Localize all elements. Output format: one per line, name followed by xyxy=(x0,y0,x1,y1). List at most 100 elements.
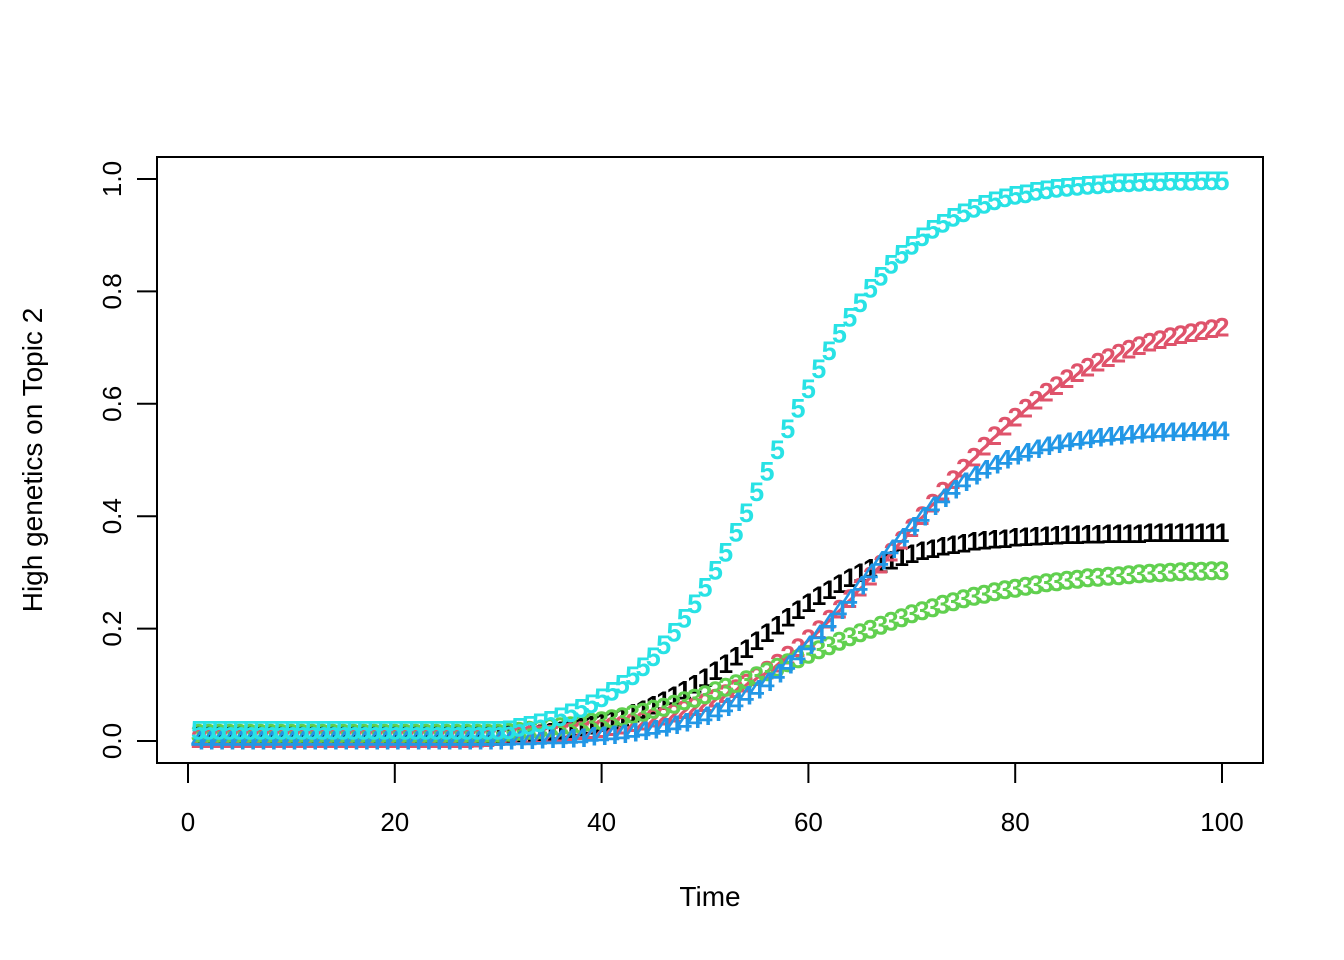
marker-group-3: 3 xyxy=(532,715,547,745)
marker-group-2: 2 xyxy=(594,714,609,744)
marker-group-2: 2 xyxy=(770,649,785,679)
marker-group-4: 4 xyxy=(925,491,940,521)
marker-group-1: 1 xyxy=(263,720,278,750)
marker-group-3: 3 xyxy=(377,718,392,748)
marker-group-2: 2 xyxy=(708,683,723,713)
marker-group-2: 2 xyxy=(553,718,568,748)
marker-group-4: 4 xyxy=(1070,425,1085,455)
marker-group-2: 2 xyxy=(480,723,495,753)
marker-group-5: 5 xyxy=(956,198,971,228)
marker-group-4: 4 xyxy=(573,723,588,753)
marker-group-2: 2 xyxy=(346,724,361,754)
marker-group-1: 1 xyxy=(294,720,309,750)
marker-group-2: 2 xyxy=(853,573,868,603)
marker-group-5: 5 xyxy=(977,189,992,219)
marker-group-1: 1 xyxy=(584,710,599,740)
marker-group-5: 5 xyxy=(408,715,423,745)
marker-group-3: 3 xyxy=(760,657,775,687)
marker-group-2: 2 xyxy=(1121,334,1136,364)
marker-group-4: 4 xyxy=(367,726,382,756)
marker-group-5: 5 xyxy=(1132,168,1147,198)
marker-group-4: 4 xyxy=(1194,416,1209,446)
marker-group-5: 5 xyxy=(470,715,485,745)
marker-group-3: 3 xyxy=(1214,556,1229,586)
marker-group-3: 3 xyxy=(315,718,330,748)
marker-group-2: 2 xyxy=(1049,371,1064,401)
marker-group-3: 3 xyxy=(915,596,930,626)
marker-group-2: 2 xyxy=(956,454,971,484)
marker-group-5: 5 xyxy=(263,715,278,745)
marker-group-4: 4 xyxy=(832,595,847,625)
marker-group-5: 5 xyxy=(760,456,775,486)
marker-group-5: 5 xyxy=(460,715,475,745)
marker-group-2: 2 xyxy=(315,724,330,754)
marker-group-5: 5 xyxy=(1018,179,1033,209)
marker-group-3: 3 xyxy=(418,718,433,748)
marker-group-4: 4 xyxy=(294,726,309,756)
marker-group-5: 5 xyxy=(780,414,795,444)
marker-group-2: 2 xyxy=(811,615,826,645)
marker-group-5: 5 xyxy=(811,354,826,384)
marker-group-4: 4 xyxy=(635,716,650,746)
marker-group-3: 3 xyxy=(842,622,857,652)
marker-group-3: 3 xyxy=(791,644,806,674)
marker-group-4: 4 xyxy=(470,726,485,756)
marker-group-5: 5 xyxy=(718,537,733,567)
marker-group-2: 2 xyxy=(615,710,630,740)
marker-group-1: 1 xyxy=(760,618,775,648)
marker-group-3: 3 xyxy=(904,599,919,629)
marker-group-3: 3 xyxy=(666,690,681,720)
marker-group-3: 3 xyxy=(522,715,537,745)
marker-group-1: 1 xyxy=(532,719,547,749)
marker-group-1: 1 xyxy=(1039,521,1054,551)
marker-group-4: 4 xyxy=(284,726,299,756)
marker-group-4: 4 xyxy=(697,701,712,731)
marker-group-3: 3 xyxy=(966,582,981,612)
marker-group-1: 1 xyxy=(646,691,661,721)
marker-group-5: 5 xyxy=(1059,173,1074,203)
y-axis-title: High genetics on Topic 2 xyxy=(17,308,48,613)
marker-group-2: 2 xyxy=(718,679,733,709)
marker-group-2: 2 xyxy=(1163,322,1178,352)
marker-group-3: 3 xyxy=(305,718,320,748)
marker-group-3: 3 xyxy=(563,711,578,741)
marker-group-2: 2 xyxy=(377,724,392,754)
marker-group-2: 2 xyxy=(894,526,909,556)
marker-group-4: 4 xyxy=(718,692,733,722)
marker-group-1: 1 xyxy=(553,716,568,746)
marker-group-5: 5 xyxy=(925,215,940,245)
marker-group-5: 5 xyxy=(1163,166,1178,196)
marker-group-4: 4 xyxy=(791,640,806,670)
marker-group-4: 4 xyxy=(1008,441,1023,471)
marker-group-1: 1 xyxy=(356,720,371,750)
marker-group-2: 2 xyxy=(729,674,744,704)
marker-group-1: 1 xyxy=(387,720,402,750)
marker-group-1: 1 xyxy=(1173,518,1188,548)
marker-group-3: 3 xyxy=(191,718,206,748)
marker-group-2: 2 xyxy=(1018,393,1033,423)
marker-group-5: 5 xyxy=(604,677,619,707)
marker-group-1: 1 xyxy=(615,703,630,733)
marker-group-5: 5 xyxy=(1142,167,1157,197)
marker-group-3: 3 xyxy=(336,718,351,748)
marker-group-2: 2 xyxy=(573,716,588,746)
marker-group-1: 1 xyxy=(201,720,216,750)
y-tick-label: 1.0 xyxy=(97,161,127,197)
marker-group-4: 4 xyxy=(398,726,413,756)
marker-group-1: 1 xyxy=(491,720,506,750)
marker-group-4: 4 xyxy=(884,534,899,564)
marker-group-3: 3 xyxy=(387,718,402,748)
marker-group-4: 4 xyxy=(336,726,351,756)
marker-group-5: 5 xyxy=(853,288,868,318)
marker-group-3: 3 xyxy=(770,653,785,683)
marker-group-3: 3 xyxy=(811,635,826,665)
marker-group-5: 5 xyxy=(615,669,630,699)
marker-group-5: 5 xyxy=(346,715,361,745)
marker-group-5: 5 xyxy=(212,715,227,745)
marker-group-1: 1 xyxy=(253,720,268,750)
y-tick-label: 0.4 xyxy=(97,498,127,534)
marker-group-5: 5 xyxy=(191,715,206,745)
marker-group-2: 2 xyxy=(677,695,692,725)
marker-group-3: 3 xyxy=(480,718,495,748)
marker-group-4: 4 xyxy=(1059,427,1074,457)
